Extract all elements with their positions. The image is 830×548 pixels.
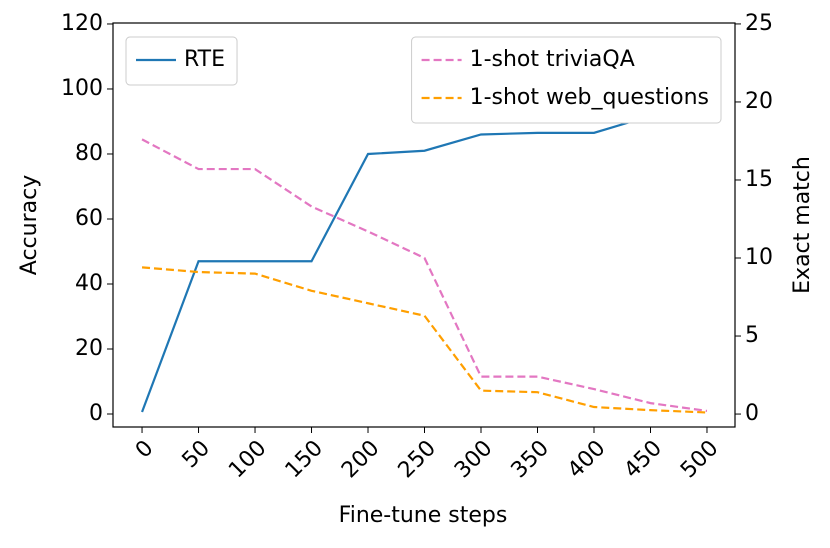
x-tick-label: 500: [676, 436, 723, 483]
y2-tick-label: 10: [745, 245, 773, 270]
y-tick-label: 20: [75, 336, 103, 361]
y-tick-label: 0: [89, 401, 103, 426]
y-axis-label: Accuracy: [17, 175, 42, 275]
y-tick-label: 120: [61, 11, 103, 36]
x-tick-label: 400: [563, 436, 610, 483]
y-tick-label: 80: [75, 141, 103, 166]
line-series: [141, 138, 708, 413]
line-series: [141, 114, 708, 413]
legend-label: RTE: [184, 47, 225, 72]
x-tick-label: 200: [337, 436, 384, 483]
x-tick-label: 50: [178, 436, 215, 473]
y2-tick-label: 25: [745, 11, 773, 36]
plot-frame: [112, 22, 736, 428]
legend-box: [411, 36, 722, 124]
y2-tick-label: 0: [745, 401, 759, 426]
legend-label: 1-shot triviaQA: [470, 47, 635, 72]
y2-tick-label: 5: [745, 323, 759, 348]
legend: RTE: [125, 36, 238, 86]
x-tick-label: 100: [224, 436, 271, 483]
y2-tick-label: 15: [745, 167, 773, 192]
y2-tick-label: 20: [745, 89, 773, 114]
x-tick-label: 300: [450, 436, 497, 483]
y-tick-label: 100: [61, 76, 103, 101]
y-tick-label: 40: [75, 271, 103, 296]
legend-box: [125, 36, 238, 86]
x-tick-label: 250: [394, 436, 441, 483]
legend-label: 1-shot web_questions: [470, 85, 709, 110]
line-series: [141, 266, 708, 414]
x-axis-label: Fine-tune steps: [339, 503, 508, 528]
legend: 1-shot triviaQA 1-shot web_questions: [411, 36, 722, 124]
y-tick-label: 60: [75, 206, 103, 231]
y2-axis-label: Exact match: [790, 156, 815, 294]
x-tick-label: 450: [620, 436, 667, 483]
x-tick-label: 350: [507, 436, 554, 483]
x-tick-label: 150: [281, 436, 328, 483]
x-tick-label: 0: [131, 436, 159, 464]
